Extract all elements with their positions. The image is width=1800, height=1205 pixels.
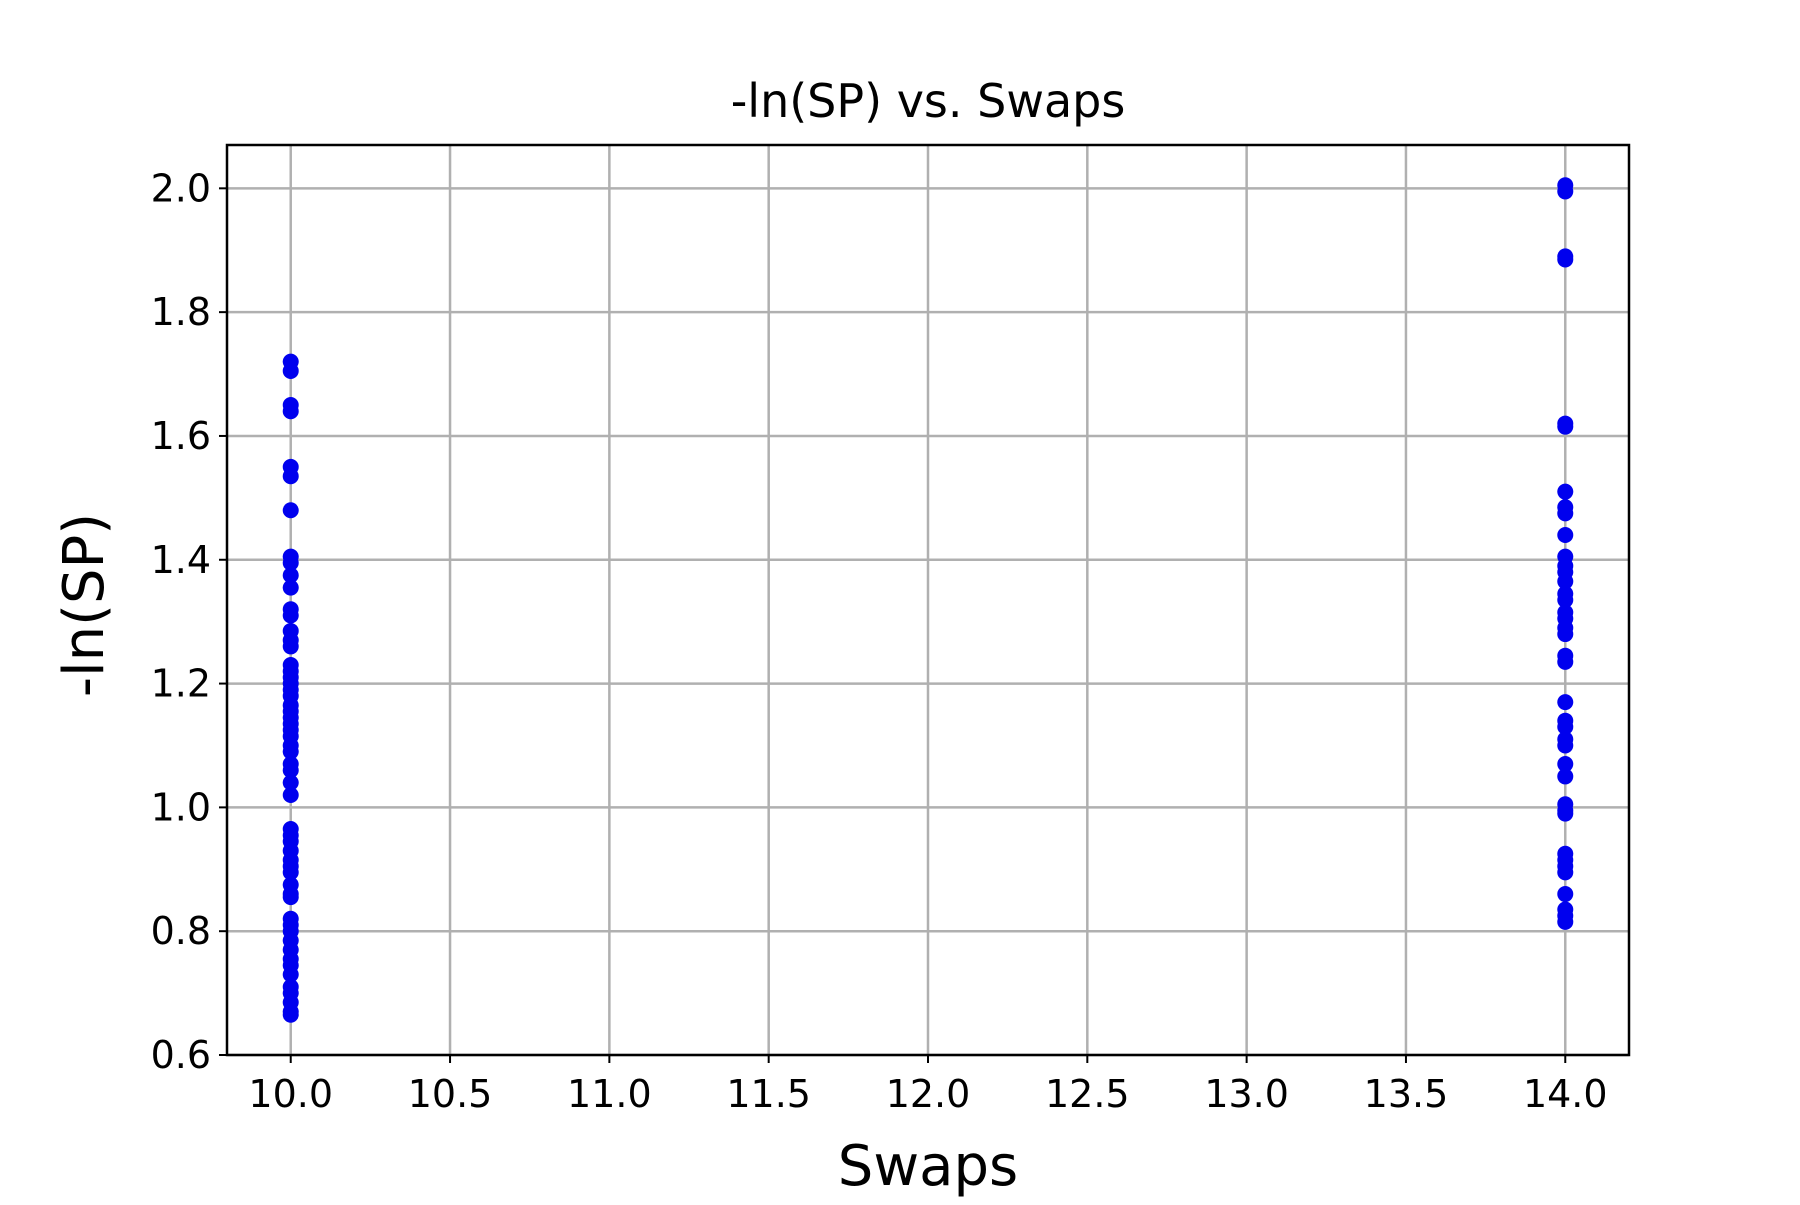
scatter-point (282, 743, 299, 760)
scatter-point (1557, 183, 1574, 200)
scatter-point (1557, 505, 1574, 522)
y-tick-label: 1.0 (151, 785, 211, 829)
scatter-point (1557, 527, 1574, 543)
axis-ticks: 10.0 10.5 11.0 11.5 12.0 12.5 13.0 13.5 14.0 0.6 0… (151, 166, 1608, 1116)
scatter-point (1557, 626, 1574, 643)
scatter-point (282, 468, 299, 485)
scatter-point (282, 787, 299, 803)
scatter-point (1557, 864, 1574, 881)
scatter-point (1557, 756, 1574, 773)
y-tick-label: 2.0 (151, 166, 211, 210)
scatter-point (1557, 483, 1574, 500)
scatter-point (1557, 768, 1574, 785)
x-tick-label: 10.5 (408, 1072, 493, 1116)
scatter-point (282, 554, 299, 571)
y-tick-label: 1.6 (151, 414, 211, 458)
scatter-point (282, 762, 299, 779)
y-tick-label: 1.8 (151, 290, 211, 334)
scatter-point (282, 1006, 299, 1023)
x-tick-label: 11.5 (726, 1072, 811, 1116)
scatter-point (1557, 573, 1574, 590)
scatter-point (1557, 737, 1574, 754)
y-tick-label: 0.8 (151, 909, 211, 953)
scatter-point (282, 864, 299, 881)
scatter-point (282, 889, 299, 906)
scatter-point (282, 638, 299, 655)
scatter-point (282, 362, 299, 379)
x-tick-label: 10.0 (248, 1072, 333, 1116)
x-axis-label: Swaps (838, 1134, 1018, 1199)
scatter-point (1557, 592, 1574, 608)
x-tick-label: 14.0 (1523, 1072, 1608, 1116)
data-points (282, 177, 1574, 1023)
scatter-point (1557, 251, 1574, 268)
scatter-point (1557, 653, 1574, 670)
x-tick-label: 13.0 (1204, 1072, 1289, 1116)
x-tick-label: 13.5 (1364, 1072, 1449, 1116)
scatter-point (1557, 418, 1574, 435)
scatter-point (282, 502, 299, 519)
scatter-point (282, 403, 299, 420)
chart-title: -ln(SP) vs. Swaps (731, 74, 1126, 128)
y-tick-label: 1.4 (151, 538, 211, 582)
scatter-point (1557, 805, 1574, 822)
x-tick-label: 12.0 (886, 1072, 971, 1116)
scatter-point (282, 774, 299, 791)
scatter-point (1557, 913, 1574, 930)
scatter-point (1557, 718, 1574, 735)
y-tick-label: 0.6 (151, 1033, 211, 1077)
scatter-point (282, 966, 299, 983)
grid (227, 145, 1629, 1057)
x-tick-label: 11.0 (567, 1072, 652, 1116)
y-axis-label: -ln(SP) (52, 513, 117, 697)
scatter-point (282, 567, 299, 584)
x-tick-label: 12.5 (1045, 1072, 1130, 1116)
scatter-point (282, 607, 299, 624)
y-tick-label: 1.2 (151, 662, 211, 706)
scatter-point (1557, 694, 1574, 711)
scatter-point (1557, 886, 1574, 903)
scatter-point (282, 579, 299, 596)
